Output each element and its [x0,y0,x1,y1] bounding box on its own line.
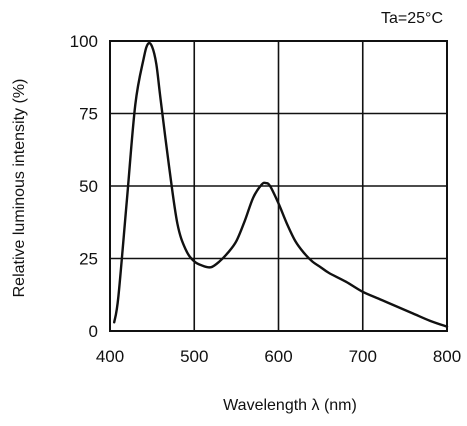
x-axis-label: Wavelength λ (nm) [223,397,357,414]
y-tick-label: 25 [79,250,98,269]
x-tick-label: 400 [96,347,124,366]
y-tick-label: 75 [79,105,98,124]
y-tick-label: 100 [70,32,98,51]
x-tick-label: 800 [433,347,461,366]
tick-labels: 400 500 600 700 800 0 25 50 75 100 [70,32,462,366]
x-tick-label: 700 [349,347,377,366]
y-tick-label: 0 [89,322,98,341]
plot-frame [109,40,448,332]
y-tick-label: 50 [79,177,98,196]
x-tick-label: 600 [264,347,292,366]
spectrum-series-line [113,41,449,328]
x-tick-label: 500 [180,347,208,366]
grid-lines [110,41,447,331]
temperature-annotation: Ta=25°C [381,10,443,27]
y-axis-label: Relative luminous intensity (%) [11,79,28,298]
